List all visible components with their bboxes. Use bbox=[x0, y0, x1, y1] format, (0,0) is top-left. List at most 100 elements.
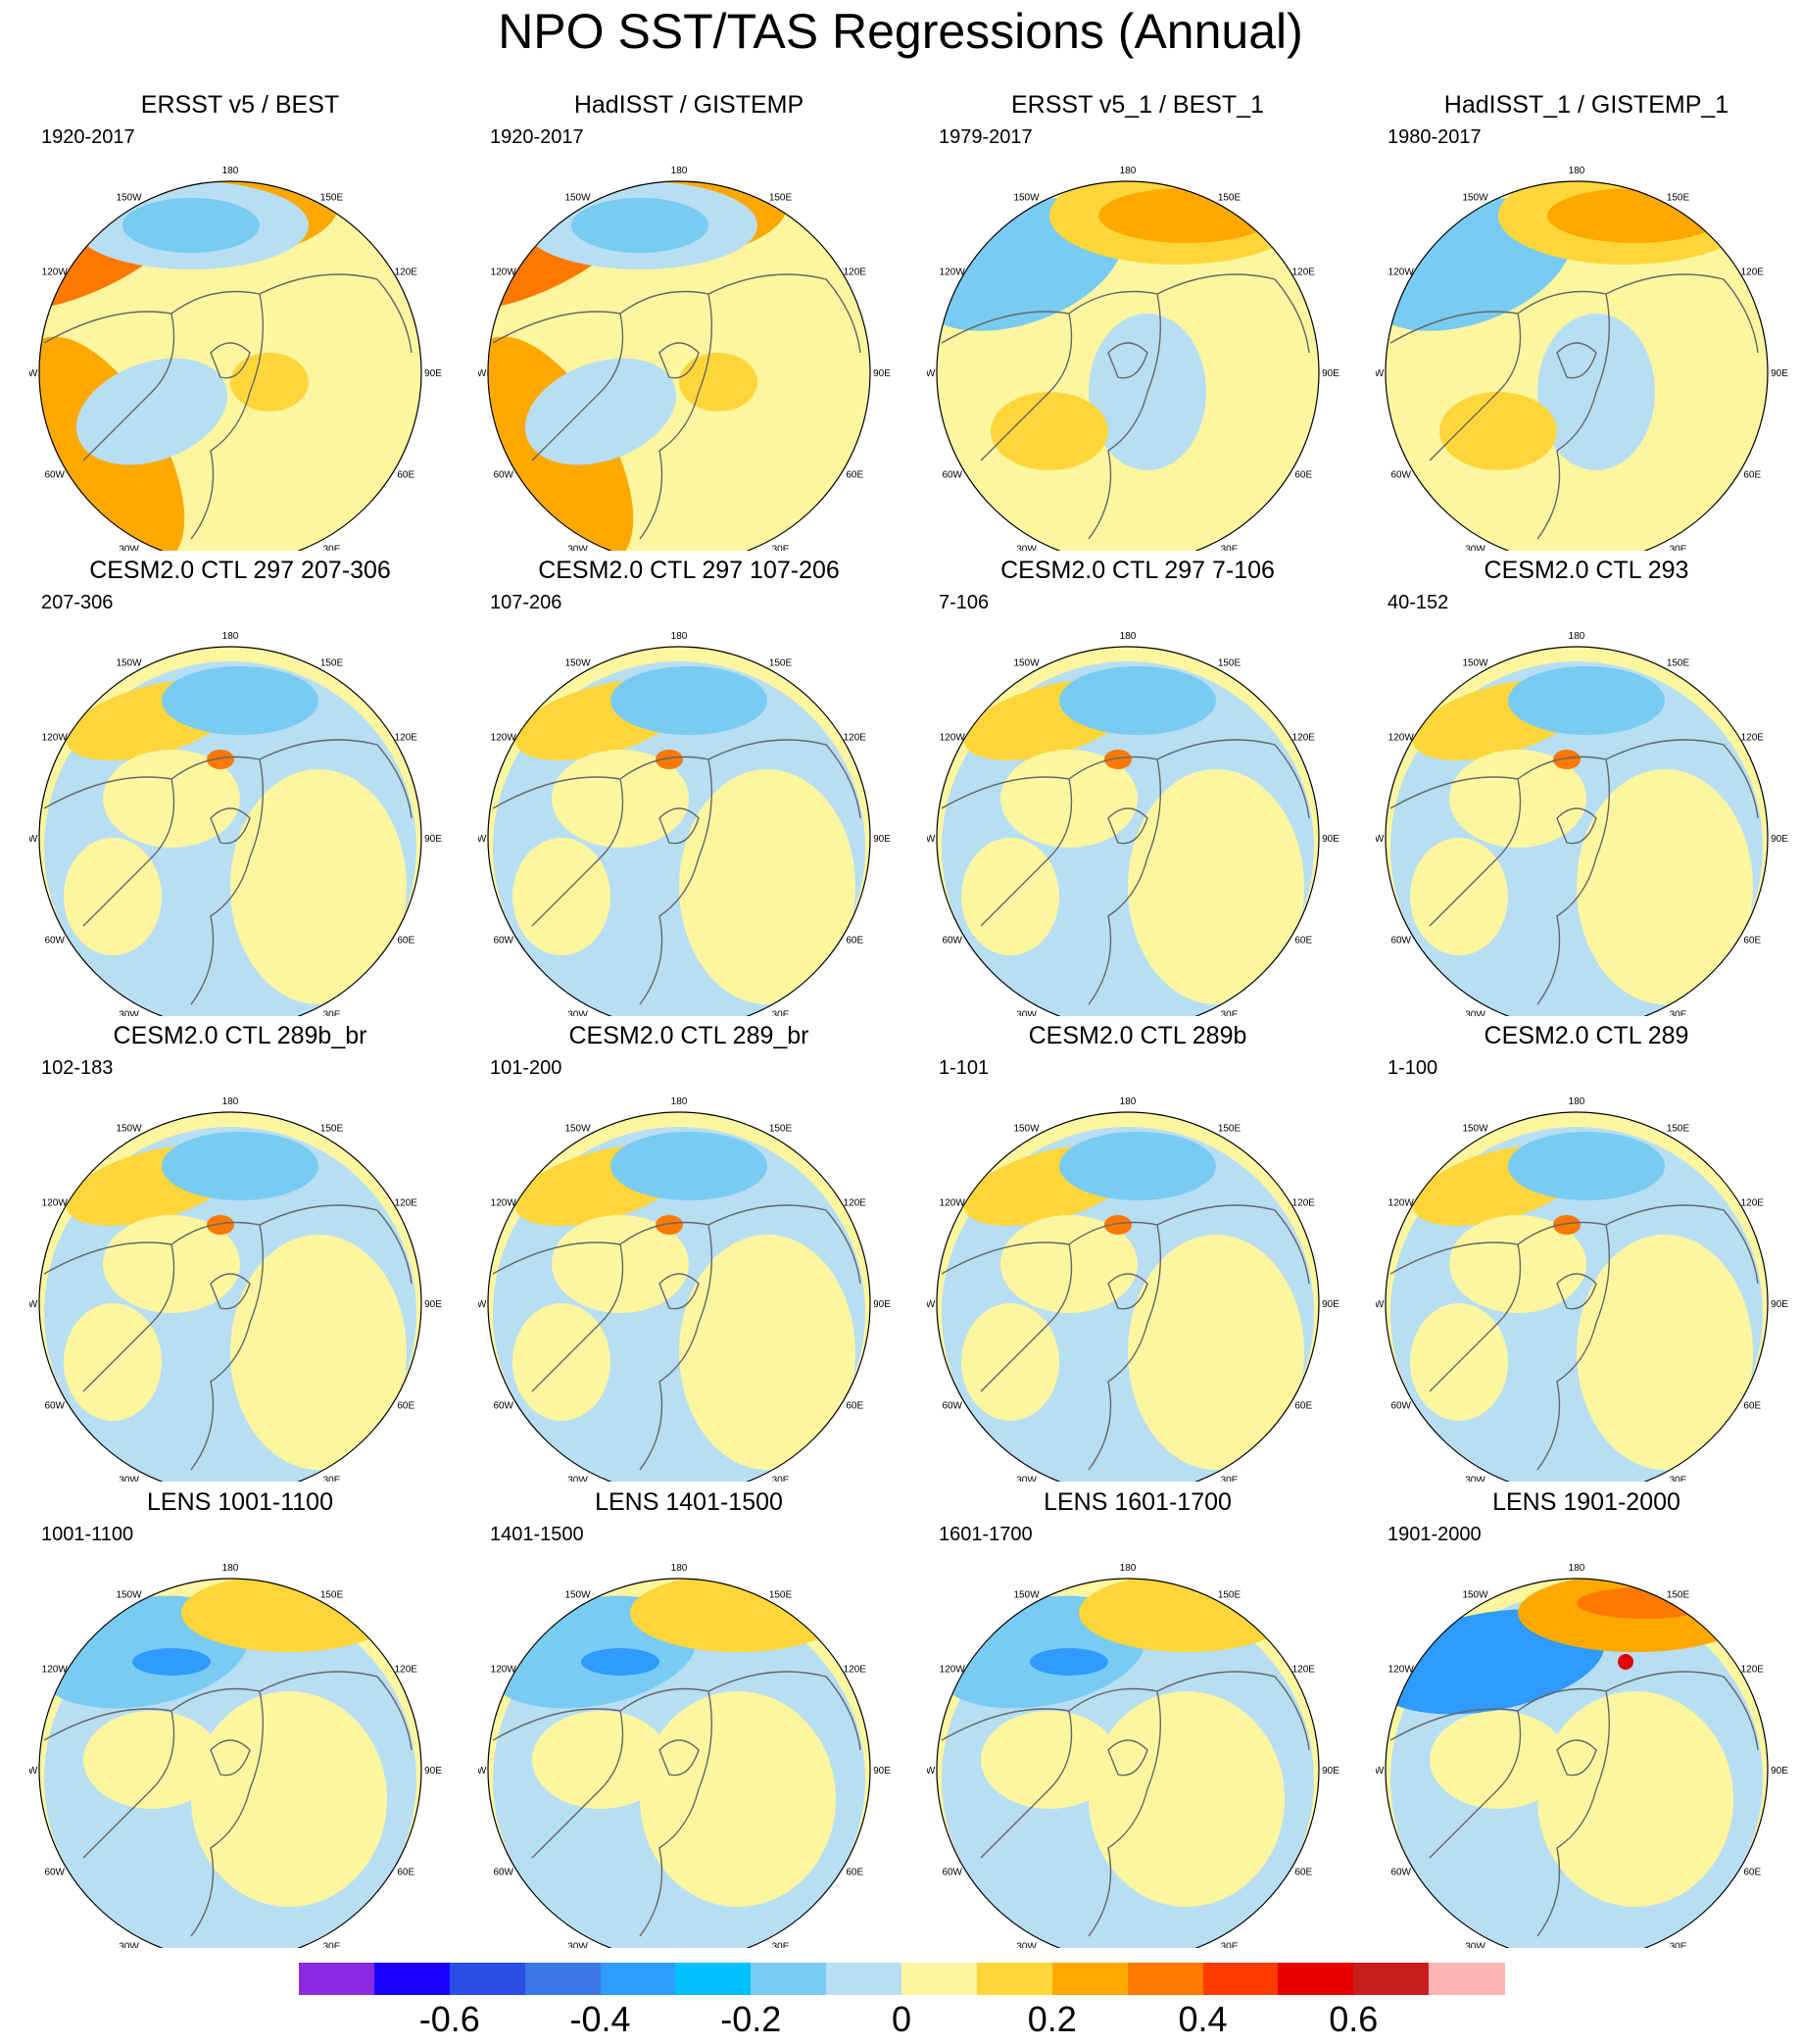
shading-mid-blue bbox=[162, 1132, 318, 1200]
shading-yellow bbox=[1000, 1215, 1138, 1313]
panel-title: HadISST_1 / GISTEMP_1 bbox=[1443, 91, 1729, 119]
longitude-label: 150E bbox=[1667, 193, 1690, 204]
shading-yellow bbox=[103, 750, 240, 848]
coastline bbox=[1429, 778, 1522, 927]
longitude-label: 60W bbox=[44, 1868, 65, 1878]
longitude-label: 150E bbox=[1218, 1590, 1241, 1601]
colorbar-swatch bbox=[1051, 1963, 1129, 1995]
map-panel: 180150E120E90E60E30E030W60W90W120W150WLE… bbox=[1376, 1487, 1797, 1948]
longitude-label: 150E bbox=[1218, 193, 1241, 204]
longitude-label: 90E bbox=[873, 368, 891, 379]
longitude-label: 90E bbox=[1771, 1766, 1788, 1776]
longitude-label: 150W bbox=[564, 1124, 591, 1135]
colorbar-swatch bbox=[524, 1963, 601, 1995]
coastline bbox=[190, 293, 265, 540]
coastline bbox=[1107, 1739, 1148, 1776]
coastline bbox=[639, 1224, 713, 1471]
longitude-label: 120W bbox=[1388, 1665, 1415, 1676]
colorbar-swatch bbox=[600, 1963, 676, 1995]
panel-period: 1920-2017 bbox=[41, 126, 135, 148]
polar-map: 180150E120E90E60E30E030W60W90W120W150W bbox=[927, 1096, 1339, 1482]
shading-yellow bbox=[230, 1235, 407, 1470]
shading-dark-orange bbox=[1553, 750, 1581, 769]
longitude-label: 120W bbox=[491, 268, 517, 278]
longitude-label: 30W bbox=[119, 1475, 139, 1482]
longitude-label: 90E bbox=[873, 1766, 891, 1776]
panel-title: CESM2.0 CTL 289 bbox=[1484, 1022, 1689, 1049]
shading-yellow bbox=[83, 1711, 220, 1809]
longitude-label: 150E bbox=[1667, 658, 1690, 669]
colorbar-swatch bbox=[373, 1963, 451, 1995]
shading-mid-blue bbox=[610, 666, 767, 735]
longitude-label: 120W bbox=[1388, 1198, 1415, 1209]
longitude-label: 180 bbox=[1120, 631, 1137, 642]
map-border bbox=[1385, 646, 1769, 1016]
longitude-label: 120E bbox=[1292, 1665, 1316, 1676]
panel-period: 1-101 bbox=[939, 1057, 990, 1079]
longitude-label: 180 bbox=[671, 1563, 688, 1574]
colorbar-label: -0.4 bbox=[569, 1999, 631, 2039]
longitude-label: 150E bbox=[320, 658, 344, 669]
longitude-label: 150E bbox=[320, 1590, 344, 1601]
panel-period: 1980-2017 bbox=[1387, 126, 1482, 148]
coastline bbox=[210, 807, 251, 845]
polar-map: 180150E120E90E60E30E030W60W90W120W150W bbox=[478, 631, 891, 1016]
coastline bbox=[1088, 293, 1162, 540]
map-border bbox=[1385, 180, 1769, 551]
colorbar-swatch bbox=[976, 1963, 1053, 1995]
coastline bbox=[1556, 1739, 1597, 1776]
longitude-label: 150E bbox=[769, 193, 793, 204]
panel-period: 102-183 bbox=[41, 1057, 114, 1079]
colorbar-swatch bbox=[1278, 1963, 1354, 1995]
map-border bbox=[487, 646, 871, 1016]
coastline bbox=[531, 778, 624, 927]
longitude-label: 60E bbox=[846, 1868, 863, 1878]
coastline bbox=[980, 1710, 1073, 1859]
polar-map: 180150E120E90E60E30E030W60W90W120W150W bbox=[927, 166, 1339, 551]
longitude-label: 150E bbox=[769, 1590, 793, 1601]
shading-cyan bbox=[1030, 1648, 1108, 1676]
longitude-label: 30E bbox=[1670, 1009, 1687, 1016]
colorbar-swatch bbox=[901, 1963, 978, 1995]
longitude-label: 150W bbox=[116, 1124, 142, 1135]
longitude-label: 90W bbox=[478, 834, 487, 845]
coastline bbox=[1556, 342, 1597, 379]
polar-map: 180150E120E90E60E30E030W60W90W120W150W bbox=[478, 1096, 891, 1482]
coastline bbox=[658, 342, 700, 379]
longitude-label: 150E bbox=[1218, 658, 1241, 669]
coastline bbox=[1556, 1273, 1597, 1310]
shading-gold bbox=[1439, 392, 1557, 470]
panel-period: 1901-2000 bbox=[1387, 1524, 1482, 1545]
coastline bbox=[1536, 293, 1611, 540]
coastline bbox=[1107, 807, 1148, 845]
longitude-label: 180 bbox=[1569, 631, 1585, 642]
longitude-label: 30W bbox=[1016, 1009, 1037, 1016]
map-border bbox=[487, 1111, 871, 1482]
panel-period: 1001-1100 bbox=[41, 1524, 134, 1545]
shading-cyan bbox=[581, 1648, 659, 1676]
polar-map: 180150E120E90E60E30E030W60W90W120W150W bbox=[29, 631, 442, 1016]
longitude-label: 30W bbox=[1465, 1475, 1485, 1482]
longitude-label: 180 bbox=[222, 1096, 239, 1107]
coastline bbox=[1536, 758, 1611, 1005]
shading-orange bbox=[1547, 188, 1724, 243]
longitude-label: 120W bbox=[491, 1198, 517, 1209]
colorbar-label: 0.6 bbox=[1329, 1999, 1379, 2039]
longitude-label: 120E bbox=[395, 268, 418, 278]
panel-title: CESM2.0 CTL 289_br bbox=[568, 1022, 809, 1049]
shading-dark-orange bbox=[1553, 1215, 1581, 1235]
polar-map: 180150E120E90E60E30E030W60W90W120W150W bbox=[1376, 166, 1788, 551]
panel-period: 1401-1500 bbox=[490, 1524, 584, 1545]
longitude-label: 150E bbox=[769, 1124, 793, 1135]
shading-yellow bbox=[679, 1235, 855, 1470]
map-border bbox=[936, 646, 1320, 1016]
longitude-label: 150E bbox=[1218, 1124, 1241, 1135]
panel-title: LENS 1001-1100 bbox=[147, 1488, 333, 1516]
longitude-label: 120E bbox=[395, 733, 418, 744]
panel-title: CESM2.0 CTL 293 bbox=[1484, 557, 1689, 584]
polar-map: 180150E120E90E60E30E030W60W90W120W150W bbox=[29, 1563, 442, 1948]
longitude-label: 60W bbox=[1390, 1401, 1411, 1412]
longitude-label: 60E bbox=[1294, 470, 1312, 481]
map-border bbox=[38, 1578, 422, 1948]
longitude-label: 120W bbox=[42, 268, 69, 278]
